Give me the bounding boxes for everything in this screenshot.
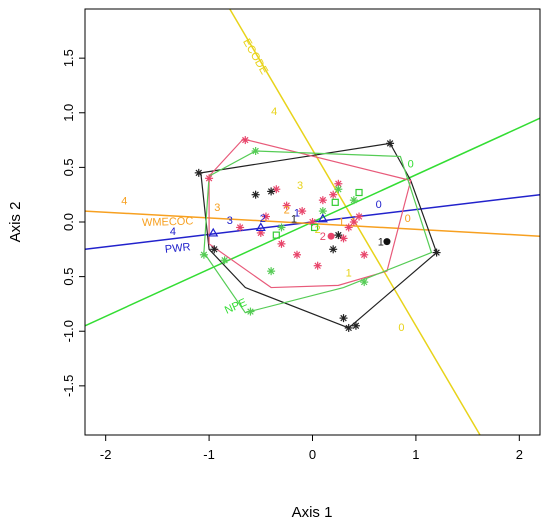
- asterisk-point: [360, 278, 369, 287]
- dot-point: [383, 238, 391, 246]
- square-point: [310, 223, 319, 232]
- dot-point: [327, 232, 335, 240]
- y-tick-label: 0.5: [61, 268, 76, 286]
- convex-hull: [203, 150, 433, 314]
- biplot-scale-label: 1: [338, 216, 344, 228]
- biplot-scale-label: 3: [297, 180, 303, 192]
- asterisk-point: [282, 201, 291, 210]
- biplot-scale-label: 4: [271, 106, 277, 118]
- asterisk-point: [334, 231, 343, 240]
- asterisk-point: [360, 250, 369, 259]
- biplot-scale-label: 4: [121, 196, 127, 208]
- asterisk-point: [241, 136, 250, 145]
- triangle-point: [208, 227, 219, 237]
- asterisk-point: [251, 147, 260, 155]
- square-point: [272, 231, 280, 239]
- asterisk-point: [339, 234, 348, 243]
- asterisk-point: [351, 321, 360, 330]
- biplot-scale-label: 4: [170, 226, 176, 238]
- asterisk-point: [267, 187, 276, 196]
- y-tick-label: 0.0: [61, 213, 76, 231]
- y-axis: -1.5 -1.0 0.5 0.0 0.5 1.0 1.5: [61, 49, 85, 397]
- asterisk-point: [349, 196, 358, 205]
- point-label: 2: [320, 231, 326, 243]
- biplot-scale-label: 2: [284, 204, 290, 216]
- biplot-axis-label: PWR: [164, 241, 191, 256]
- convex-hull: [208, 138, 412, 289]
- asterisk-point: [318, 196, 327, 205]
- y-tick-label: -1.5: [61, 375, 76, 397]
- biplot-scale-label: 1: [294, 208, 300, 220]
- asterisk-point: [298, 207, 307, 216]
- asterisk-point: [349, 218, 358, 226]
- biplot-scale-label: 3: [227, 215, 233, 227]
- asterisk-point: [205, 174, 214, 183]
- y-tick-label: 1.0: [61, 104, 76, 122]
- point-label: 1: [291, 214, 297, 226]
- x-tick-label: -1: [203, 447, 215, 462]
- biplot-scale-label: 0: [405, 213, 411, 225]
- asterisk-point: [220, 256, 229, 265]
- asterisk-point: [210, 245, 219, 254]
- x-tick-label: -2: [100, 447, 112, 462]
- biplot-scale-label: 0: [376, 199, 382, 211]
- asterisk-point: [329, 190, 338, 199]
- biplot-axis-label: ECODE: [240, 37, 270, 77]
- square-point: [355, 188, 363, 197]
- biplot-scale-label: 1: [346, 268, 352, 280]
- point-label: 1: [378, 237, 384, 249]
- convex-hulls-layer: [200, 138, 438, 329]
- asterisk-point: [267, 267, 276, 276]
- asterisk-point: [432, 248, 441, 257]
- biplot-scale-label: 0: [408, 158, 414, 170]
- biplot-scale-label: 3: [214, 202, 220, 214]
- biplot-scale-label: 0: [398, 322, 404, 334]
- biplot-axis-label: NPE: [223, 297, 249, 317]
- y-tick-label: 0.5: [61, 158, 76, 176]
- asterisk-point: [329, 245, 338, 254]
- y-axis-title: Axis 2: [7, 202, 24, 243]
- triangle-point: [255, 222, 266, 232]
- asterisk-point: [344, 323, 353, 332]
- asterisk-point: [277, 223, 286, 232]
- biplot-scale-label: 2: [315, 224, 321, 236]
- y-tick-label: 1.5: [61, 49, 76, 67]
- x-axis: -2 -1 0 1 2: [100, 434, 523, 462]
- points-layer: [194, 136, 441, 332]
- biplot-axis-label: WMECOC: [142, 215, 194, 229]
- asterisk-point: [292, 250, 301, 259]
- asterisk-point: [261, 212, 270, 221]
- asterisk-point: [277, 239, 286, 248]
- x-axis-title: Axis 1: [292, 504, 333, 521]
- asterisk-point: [246, 307, 255, 316]
- asterisk-point: [334, 185, 343, 194]
- asterisk-point: [313, 261, 322, 270]
- asterisk-point: [355, 212, 364, 221]
- x-tick-label: 1: [412, 447, 419, 462]
- square-point: [331, 198, 339, 206]
- asterisk-point: [344, 223, 353, 232]
- asterisk-point: [386, 139, 395, 148]
- asterisk-point: [199, 250, 208, 259]
- asterisk-point: [251, 190, 260, 199]
- asterisk-point: [194, 168, 203, 177]
- x-tick-label: 0: [309, 447, 316, 462]
- asterisk-point: [236, 223, 245, 232]
- biplot-scale-label: 2: [260, 213, 266, 225]
- asterisk-point: [339, 314, 348, 323]
- triangle-point: [317, 213, 328, 223]
- y-tick-label: -1.0: [61, 320, 76, 342]
- convex-hull: [200, 142, 438, 329]
- x-tick-label: 2: [516, 447, 523, 462]
